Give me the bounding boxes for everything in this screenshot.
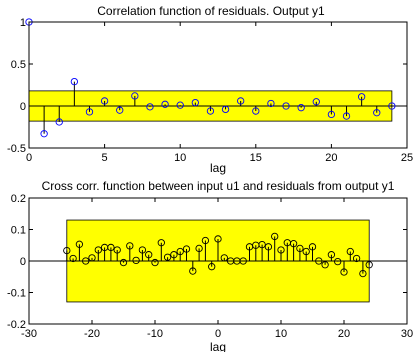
x-tick-label: 5 xyxy=(102,152,108,164)
data-point xyxy=(63,246,71,255)
data-point xyxy=(88,254,96,262)
data-point xyxy=(75,240,84,248)
x-tick-label: -30 xyxy=(21,328,37,340)
data-point xyxy=(334,257,342,266)
data-point xyxy=(359,269,367,278)
data-point xyxy=(146,103,154,111)
y-tick-label: 0 xyxy=(20,256,26,268)
x-tick-label: -10 xyxy=(147,328,163,340)
data-point xyxy=(113,246,121,254)
data-point xyxy=(94,246,102,254)
chart-1-title: Correlation function of residuals. Outpu… xyxy=(97,4,325,18)
data-point xyxy=(271,232,279,241)
x-tick-label: -20 xyxy=(84,328,100,340)
data-point xyxy=(126,242,134,250)
data-point xyxy=(297,104,305,112)
data-point xyxy=(116,106,124,114)
chart-2: Cross corr. function between input u1 an… xyxy=(7,179,413,352)
data-point xyxy=(342,112,351,120)
data-point xyxy=(340,268,348,276)
data-point xyxy=(161,100,169,108)
data-point xyxy=(289,240,298,248)
data-point xyxy=(267,99,275,108)
data-point xyxy=(176,101,184,109)
axes-box xyxy=(28,21,408,149)
data-point xyxy=(258,240,266,249)
data-point xyxy=(357,93,366,101)
data-point xyxy=(132,256,140,265)
data-point xyxy=(388,102,396,110)
chart-2-title: Cross corr. function between input u1 an… xyxy=(42,179,395,193)
data-point xyxy=(277,246,285,254)
data-point xyxy=(239,257,247,265)
y-tick-label: 0.2 xyxy=(11,193,26,205)
x-tick-label: 25 xyxy=(401,152,413,164)
x-tick-label: 30 xyxy=(401,328,413,340)
data-point xyxy=(201,236,210,245)
data-point xyxy=(308,243,317,251)
data-point xyxy=(107,243,115,252)
x-tick-label: 20 xyxy=(325,152,337,164)
data-point xyxy=(191,98,199,107)
data-point xyxy=(264,243,273,251)
data-point xyxy=(346,247,354,256)
data-point xyxy=(352,254,361,263)
data-point xyxy=(237,97,245,105)
data-point xyxy=(252,107,260,115)
data-point xyxy=(321,261,329,269)
chart-2-xlabel: lag xyxy=(210,340,226,352)
data-point xyxy=(206,107,215,115)
data-point xyxy=(131,92,139,100)
data-point xyxy=(138,246,147,254)
y-tick-label: 0.1 xyxy=(11,225,26,237)
data-point xyxy=(163,253,172,261)
chart-1-xlabel: lag xyxy=(210,161,226,175)
y-tick-label: -0.2 xyxy=(7,319,26,331)
data-point xyxy=(145,251,153,259)
data-point xyxy=(195,244,203,253)
data-point xyxy=(296,244,304,253)
data-point xyxy=(214,235,222,243)
y-tick-label: -0.1 xyxy=(7,288,26,300)
data-point xyxy=(220,254,228,262)
data-point xyxy=(69,254,77,263)
data-point xyxy=(365,261,373,269)
data-point xyxy=(327,251,336,259)
chart-1-plot: 0 5 10 15 20 25-0.500.51 xyxy=(7,17,413,164)
data-point xyxy=(182,245,191,253)
data-point xyxy=(373,109,381,117)
data-point xyxy=(170,251,178,259)
chart-2-plot: -30 -20 -10 0 10 20 30 -0.2 -0.1 0 0.1 0.2 xyxy=(7,193,413,340)
y-tick-label: -0.5 xyxy=(7,143,26,155)
x-tick-label: 20 xyxy=(338,328,350,340)
data-point xyxy=(327,110,336,119)
data-point xyxy=(221,105,230,114)
x-tick-label: 15 xyxy=(250,152,262,164)
data-point xyxy=(40,130,48,138)
data-point xyxy=(282,102,290,110)
x-tick-label: 10 xyxy=(174,152,186,164)
x-tick-label: 0 xyxy=(215,328,221,340)
x-tick-label: 10 xyxy=(275,328,287,340)
data-point xyxy=(82,257,90,265)
chart-1: Correlation function of residuals. Outpu… xyxy=(7,4,413,175)
data-point xyxy=(151,258,159,267)
data-point xyxy=(208,263,216,271)
data-point xyxy=(100,97,109,105)
data-point xyxy=(302,247,310,256)
data-point xyxy=(189,267,197,275)
data-point xyxy=(55,118,63,126)
data-point xyxy=(315,257,323,265)
data-point xyxy=(157,239,165,247)
data-point xyxy=(176,247,184,256)
y-tick-label: 0.5 xyxy=(11,59,26,71)
x-tick-label: 0 xyxy=(26,152,32,164)
y-tick-label: 0 xyxy=(20,101,26,113)
data-point xyxy=(70,77,79,86)
data-point xyxy=(85,108,94,116)
data-point xyxy=(312,98,320,106)
data-point xyxy=(119,258,128,267)
y-tick-label: 1 xyxy=(20,17,26,29)
